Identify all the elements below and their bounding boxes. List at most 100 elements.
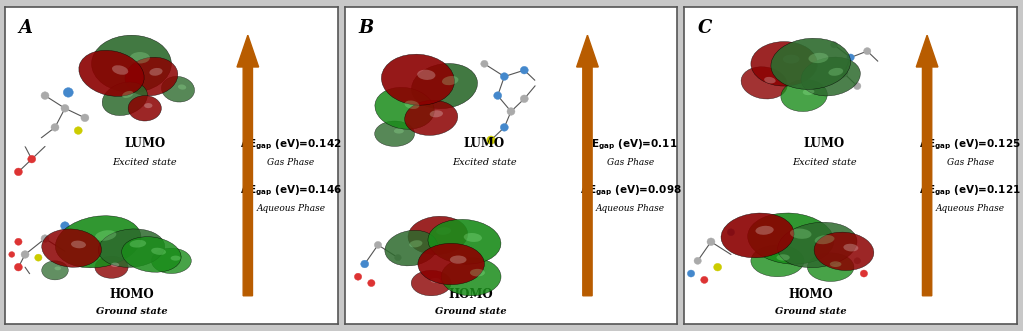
Circle shape [521, 66, 528, 74]
Ellipse shape [71, 241, 86, 248]
Text: HOMO: HOMO [449, 288, 493, 301]
Circle shape [14, 168, 23, 176]
Ellipse shape [102, 82, 147, 116]
Ellipse shape [54, 266, 61, 270]
Ellipse shape [721, 213, 794, 258]
Ellipse shape [151, 248, 166, 255]
Text: A: A [18, 19, 33, 37]
Circle shape [863, 48, 871, 55]
Ellipse shape [748, 213, 834, 264]
Ellipse shape [755, 226, 773, 235]
Circle shape [500, 73, 508, 80]
Ellipse shape [450, 256, 466, 264]
Ellipse shape [430, 110, 443, 118]
Ellipse shape [470, 269, 485, 276]
Text: Gas Phase: Gas Phase [267, 158, 315, 167]
Ellipse shape [92, 35, 171, 92]
Ellipse shape [428, 219, 501, 264]
Ellipse shape [830, 261, 842, 267]
Ellipse shape [751, 42, 817, 86]
Circle shape [521, 95, 528, 103]
Circle shape [487, 136, 495, 144]
Circle shape [468, 89, 475, 96]
Text: Excited state: Excited state [792, 158, 856, 167]
Ellipse shape [411, 64, 478, 109]
Ellipse shape [95, 230, 117, 241]
Ellipse shape [807, 253, 854, 281]
Ellipse shape [431, 278, 441, 283]
Ellipse shape [79, 50, 144, 96]
Ellipse shape [374, 87, 435, 129]
Text: Aqueous Phase: Aqueous Phase [596, 204, 665, 213]
FancyArrow shape [917, 35, 938, 296]
Circle shape [727, 229, 735, 236]
Ellipse shape [790, 228, 811, 239]
Ellipse shape [417, 70, 436, 80]
Ellipse shape [783, 55, 800, 64]
Circle shape [35, 254, 42, 261]
Ellipse shape [151, 248, 191, 273]
Circle shape [831, 42, 837, 48]
Ellipse shape [409, 240, 422, 248]
Circle shape [395, 255, 401, 261]
Circle shape [534, 80, 541, 86]
Text: $\mathbf{\Delta E_{gap}}$ (eV)=0.121: $\mathbf{\Delta E_{gap}}$ (eV)=0.121 [920, 184, 1021, 198]
Circle shape [21, 251, 29, 258]
Circle shape [854, 258, 860, 264]
Text: LUMO: LUMO [463, 137, 505, 150]
Text: C: C [698, 19, 712, 37]
Ellipse shape [178, 84, 186, 90]
Text: Excited state: Excited state [113, 158, 177, 167]
Ellipse shape [149, 68, 163, 76]
Ellipse shape [803, 89, 814, 95]
Ellipse shape [829, 68, 843, 76]
Ellipse shape [781, 80, 828, 112]
Circle shape [81, 114, 89, 122]
Ellipse shape [130, 52, 150, 64]
Ellipse shape [55, 216, 141, 268]
Ellipse shape [113, 65, 128, 75]
Ellipse shape [411, 270, 451, 296]
Text: HOMO: HOMO [789, 288, 833, 301]
Ellipse shape [405, 100, 457, 135]
Ellipse shape [442, 76, 458, 85]
Text: LUMO: LUMO [803, 137, 845, 150]
Circle shape [701, 276, 708, 283]
Ellipse shape [441, 258, 501, 296]
Ellipse shape [130, 240, 146, 248]
Circle shape [361, 260, 368, 268]
Ellipse shape [128, 96, 162, 121]
Text: $\mathbf{\Delta E_{gap}}$ (eV)=0.146: $\mathbf{\Delta E_{gap}}$ (eV)=0.146 [240, 184, 342, 198]
Text: Excited state: Excited state [452, 158, 517, 167]
Ellipse shape [394, 128, 404, 134]
Circle shape [494, 92, 501, 99]
Ellipse shape [408, 216, 468, 255]
Circle shape [75, 127, 82, 134]
Circle shape [14, 263, 23, 271]
Ellipse shape [98, 229, 165, 267]
FancyArrow shape [237, 35, 259, 296]
Ellipse shape [771, 38, 850, 89]
Ellipse shape [144, 103, 152, 108]
Text: Aqueous Phase: Aqueous Phase [936, 204, 1005, 213]
Text: Ground state: Ground state [774, 307, 847, 316]
Circle shape [374, 241, 382, 249]
Circle shape [367, 280, 375, 287]
Circle shape [820, 67, 828, 73]
Circle shape [61, 105, 69, 112]
Circle shape [687, 270, 695, 277]
Text: Gas Phase: Gas Phase [607, 158, 655, 167]
Ellipse shape [808, 53, 829, 63]
Ellipse shape [751, 245, 804, 277]
Circle shape [29, 273, 35, 280]
Circle shape [41, 235, 49, 242]
Circle shape [49, 144, 54, 149]
Ellipse shape [843, 244, 858, 252]
Circle shape [14, 238, 23, 245]
Text: $\mathbf{\Delta E_{gap}}$ (eV)=0.142: $\mathbf{\Delta E_{gap}}$ (eV)=0.142 [240, 138, 342, 152]
Text: Ground state: Ground state [95, 307, 168, 316]
Circle shape [41, 92, 49, 99]
Circle shape [714, 263, 721, 271]
Circle shape [694, 257, 702, 264]
Ellipse shape [162, 76, 194, 102]
